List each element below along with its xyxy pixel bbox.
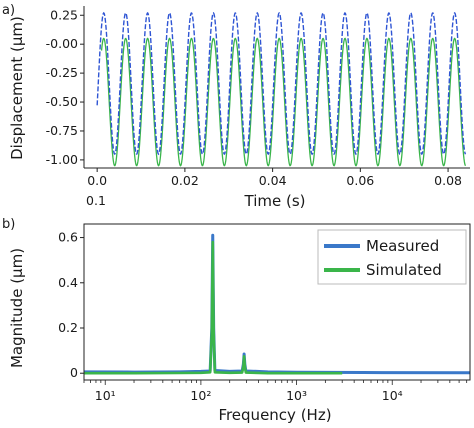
panel-b-x-tick-label: 10⁴ (382, 388, 403, 403)
panel-b-y-ticks: 0 0.2 0.4 0.6 (58, 230, 84, 380)
panel-b-label: b) (2, 217, 15, 232)
panel-a-y-tick-label: -0.75 (46, 123, 78, 138)
panel-b-plot-frame (83, 223, 471, 381)
panel-a-x-ticks: 0.0 0.02 0.04 0.06 0.08 (87, 168, 462, 188)
panel-b-x-tick-label: 10² (190, 388, 211, 403)
panel-a-series (96, 11, 467, 167)
panel-b-y-axis-label: Magnitude (µm) (8, 248, 26, 368)
panel-a-x-tick-label: 0.0 (87, 173, 107, 188)
panel-a-x-tick-label: 0.06 (346, 173, 374, 188)
panel-a-y-tick-label: -0.50 (46, 94, 78, 109)
panel-b-measured-line (83, 233, 471, 375)
legend-label-measured: Measured (366, 237, 439, 255)
panel-b-legend: Measured Simulated (317, 229, 467, 285)
legend-box (317, 229, 467, 285)
panel-a-simulated-line (100, 37, 467, 167)
panel-a-y-ticks: 0.25 -0.00 -0.25 -0.50 -0.75 -1.00 (46, 7, 84, 167)
panel-b-x-axis-label: Frequency (Hz) (218, 406, 331, 424)
panel-b-y-tick-label: 0.6 (58, 230, 78, 245)
panel-a-y-tick-label: -0.25 (46, 65, 78, 80)
panel-b-x-tick-label: 10³ (286, 388, 307, 403)
panel-b-y-tick-label: 0 (70, 365, 78, 380)
legend-label-simulated: Simulated (366, 261, 442, 279)
panel-b-x-ticks: 10¹ 10² 10³ 10⁴ (83, 380, 468, 403)
panel-a-measured-line (96, 11, 467, 156)
panel-b: b) Magnitude (µm) Frequency (Hz) 0 0.2 0.4… (2, 217, 471, 424)
panel-a-y-axis-label: Displacement (µm) (8, 16, 26, 160)
panel-b-x-tick-label: 10¹ (95, 388, 116, 403)
panel-a: a) Displacement (µm) Time (s) 0.1 0.25 -0… (2, 3, 467, 210)
panel-a-label: a) (2, 3, 15, 18)
panel-b-simulated-line (84, 240, 343, 375)
panel-a-x-tick-label: 0.08 (434, 173, 462, 188)
panel-a-y-tick-label: 0.25 (50, 7, 78, 22)
panel-a-y-tick-label: -1.00 (46, 152, 78, 167)
panel-a-x-tick-label: 0.02 (171, 173, 199, 188)
panel-b-y-tick-label: 0.4 (58, 275, 78, 290)
panel-a-y-tick-label: -0.00 (46, 36, 78, 51)
panel-a-extra-label: 0.1 (86, 193, 106, 208)
panel-a-x-tick-label: 0.04 (259, 173, 287, 188)
panel-b-y-tick-label: 0.2 (58, 320, 78, 335)
panel-a-x-axis-label: Time (s) (244, 192, 306, 210)
panel-b-series (83, 233, 471, 375)
